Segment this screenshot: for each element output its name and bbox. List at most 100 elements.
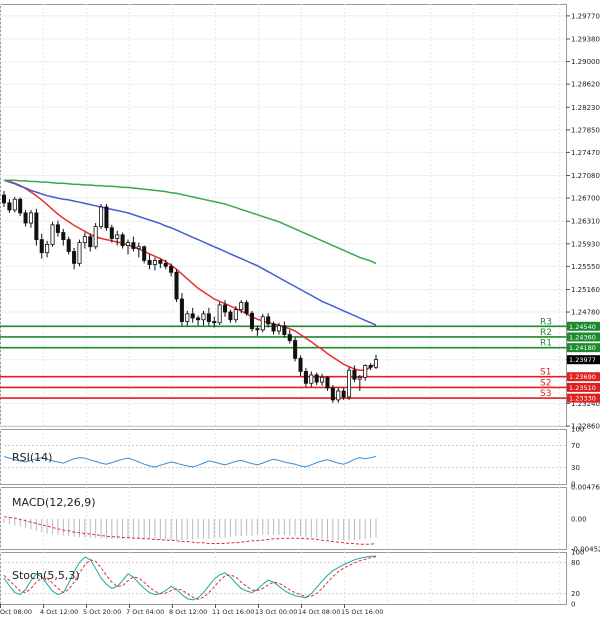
candle-body — [115, 234, 120, 239]
macd-tick-label: 0.00 — [571, 515, 587, 523]
candle-body — [352, 369, 357, 380]
candle-body — [223, 304, 228, 313]
macd-tick-label: -0.004524 — [571, 546, 600, 554]
candle-body — [174, 271, 179, 300]
time-tick-label: 15 Oct 16:00 — [341, 608, 383, 616]
candle-body — [39, 239, 44, 254]
candle-body — [1, 194, 7, 204]
candle-body — [7, 202, 12, 211]
candle-body — [34, 212, 39, 241]
macd-label: MACD(12,26,9) — [12, 496, 96, 509]
price-tick-label: 1.25160 — [571, 286, 600, 294]
pane-frame-stoch — [0, 552, 567, 605]
candle-body — [368, 365, 373, 368]
time-tick-label: 8 Oct 12:00 — [169, 608, 207, 616]
candle-body — [12, 198, 17, 211]
time-tick-label: 7 Oct 04:00 — [126, 608, 164, 616]
rsi-tick-label: 100 — [571, 426, 584, 434]
price-tick-label: 1.25930 — [571, 240, 600, 248]
macd-tick-label: 0.00476 — [571, 484, 600, 492]
price-tick-label: 1.24780 — [571, 309, 600, 317]
stoch-label: Stoch(5,5,3) — [12, 569, 80, 582]
level-tag-label-r2: 1.24360 — [569, 333, 596, 341]
stoch-d-line — [3, 556, 377, 600]
candle-body — [260, 316, 265, 331]
price-tick-label: 1.28620 — [571, 81, 600, 89]
candle-body — [77, 242, 82, 264]
candle-body — [341, 390, 346, 398]
level-tag-r2 — [567, 332, 600, 342]
time-tick-label: 13 Oct 00:00 — [255, 608, 297, 616]
moving-average-line-3 — [4, 179, 377, 265]
moving-average-line-2 — [3, 179, 377, 326]
candle-body — [185, 313, 190, 322]
candle-body — [217, 304, 222, 324]
rsi-tick-label: 0 — [571, 481, 575, 489]
candle-body — [314, 374, 319, 383]
candle-body — [131, 242, 136, 249]
candle-body — [82, 236, 87, 243]
level-tag-label-r1: 1.24180 — [569, 344, 596, 352]
rsi-tick-label: 70 — [571, 442, 580, 450]
candle-body — [163, 262, 168, 267]
level-name-s2: S2 — [540, 378, 551, 388]
pane-frame-main — [0, 4, 567, 427]
candle-body — [206, 313, 211, 322]
candle-body — [179, 298, 184, 322]
level-tag-label-s3: 1.23330 — [569, 395, 596, 403]
level-tag-r3 — [567, 321, 600, 331]
level-name-s3: S3 — [540, 389, 551, 399]
candle-body — [169, 265, 174, 273]
candle-body — [325, 376, 330, 389]
candle-body — [287, 334, 292, 341]
candle-body — [147, 260, 152, 265]
candle-body — [99, 206, 104, 227]
price-tick-label: 1.25550 — [571, 263, 600, 271]
candle-body — [88, 236, 93, 248]
macd-signal-line — [3, 516, 377, 545]
price-tick-label: 1.27850 — [571, 126, 600, 134]
time-tick-label: 5 Oct 20:00 — [83, 608, 121, 616]
candle-body — [303, 370, 308, 384]
current-price-label: 1.23977 — [569, 356, 596, 364]
candle-body — [282, 325, 287, 335]
candle-body — [293, 340, 298, 359]
candle-body — [158, 260, 163, 264]
candle-body — [266, 316, 271, 325]
level-tag-s2 — [567, 382, 600, 392]
level-tag-label-s1: 1.23690 — [569, 373, 596, 381]
candle-body — [104, 206, 109, 229]
candle-body — [136, 246, 141, 249]
current-price-tag — [567, 355, 600, 365]
candle-body — [28, 212, 33, 224]
candle-body — [357, 376, 362, 380]
candle-body — [373, 359, 379, 368]
time-tick-label: 11 Oct 16:00 — [212, 608, 254, 616]
candle-body — [320, 376, 325, 383]
candle-body — [72, 251, 77, 264]
candle-body — [66, 239, 71, 252]
level-tag-r1 — [567, 343, 600, 353]
time-tick-label: 4 Oct 12:00 — [40, 608, 78, 616]
candle-body — [249, 312, 255, 330]
level-name-r1: R1 — [540, 339, 552, 349]
candle-body — [228, 311, 233, 321]
candle-body — [255, 328, 260, 331]
price-tick-label: 1.27470 — [571, 149, 600, 157]
level-tag-label-r3: 1.24540 — [569, 323, 596, 331]
candle-body — [330, 387, 335, 401]
candle-body — [61, 232, 66, 241]
candle-body — [363, 365, 368, 378]
candle-body — [276, 325, 281, 332]
price-tick-label: 1.23240 — [571, 400, 600, 408]
time-tick-label: 14 Oct 08:00 — [298, 608, 340, 616]
level-tag-s1 — [567, 372, 600, 382]
level-tag-label-s2: 1.23510 — [569, 384, 596, 392]
price-tick-label: 1.29380 — [571, 36, 600, 44]
candle-body — [212, 321, 217, 324]
candle-body — [93, 226, 98, 248]
candle-body — [239, 302, 244, 311]
candle-body — [347, 369, 352, 398]
stoch-tick-label: 80 — [571, 559, 580, 567]
price-tick-label: 1.26700 — [571, 195, 600, 203]
